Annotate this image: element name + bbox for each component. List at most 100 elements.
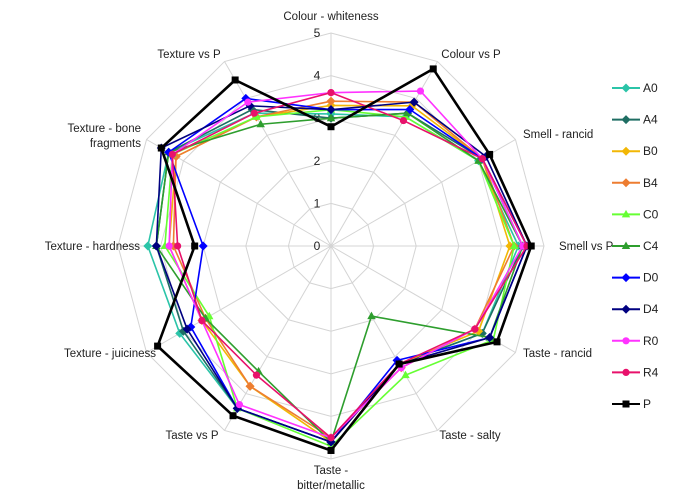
- data-point-B4-1: [326, 96, 336, 106]
- axis-label-1: Colour - whiteness: [283, 11, 378, 23]
- data-point-C0-6: [401, 370, 410, 379]
- series-R0: [165, 87, 527, 442]
- data-point-P-1: [327, 123, 335, 131]
- axis-label-6: Taste - salty: [439, 430, 501, 442]
- series-B0: [164, 100, 515, 447]
- legend-label-A4: A4: [643, 113, 658, 127]
- data-point-R4-7: [327, 434, 335, 442]
- legend-label-D4: D4: [643, 302, 659, 316]
- axis-label-7: Taste - bitter/metallic: [297, 465, 365, 492]
- data-point-R0-8: [235, 401, 244, 409]
- axis-label-7-line-1: Taste -: [314, 465, 349, 477]
- axis-label-10: Texture - hardness: [45, 241, 140, 253]
- axis-label-5: Taste - rancid: [523, 348, 592, 360]
- data-point-P-9: [154, 342, 162, 350]
- tick-label-1: 1: [314, 196, 321, 210]
- tick-label-4: 4: [314, 69, 321, 83]
- data-point-D4-10: [151, 241, 161, 251]
- legend-item-D4: D4: [612, 302, 659, 316]
- tick-label-2: 2: [314, 154, 321, 168]
- data-point-R4-3: [478, 155, 486, 163]
- data-point-R4-12: [250, 109, 258, 117]
- data-point-D0-2: [405, 104, 415, 114]
- data-point-P-3: [486, 150, 494, 158]
- legend-item-D0: D0: [612, 271, 659, 285]
- legend-marker-R4: [622, 368, 630, 376]
- data-point-C4-1: [326, 113, 336, 122]
- axis-label-4: Smell vs P: [559, 241, 614, 253]
- legend-label-R4: R4: [643, 365, 659, 379]
- legend-marker-P: [622, 400, 630, 408]
- data-point-R0-10: [165, 242, 173, 250]
- data-point-P-12: [231, 76, 239, 84]
- data-point-C4-6: [367, 311, 376, 320]
- tick-label-0: 0: [314, 239, 321, 253]
- legend-item-B0: B0: [612, 144, 658, 158]
- data-point-C4-2: [403, 108, 412, 117]
- legend-item-A4: A4: [612, 113, 658, 127]
- legend-label-A0: A0: [643, 81, 658, 95]
- series-line-B0: [168, 104, 511, 443]
- legend-label-B0: B0: [643, 144, 658, 158]
- spoke-6: [330, 245, 438, 431]
- data-point-C4-12: [256, 119, 265, 128]
- legend-item-C0: C0: [612, 207, 659, 221]
- legend-marker-D0: [621, 273, 631, 283]
- legend-marker-C4: [621, 241, 631, 249]
- series-D0: [164, 93, 532, 447]
- axis-label-9: Texture - juiciness: [64, 348, 156, 360]
- axis-labels: Colour - whiteness Colour vs P Smell - ran…: [45, 11, 614, 492]
- axis-label-7-line-2: bitter/metallic: [297, 480, 365, 492]
- axis-label-11-line-2: fragments: [90, 138, 141, 150]
- data-point-R4-8: [252, 371, 261, 379]
- data-point-C0-4: [509, 241, 519, 249]
- data-point-P-2: [429, 65, 437, 73]
- data-point-P-8: [229, 412, 237, 420]
- data-point-D4-5: [485, 333, 495, 343]
- data-point-C0-12: [252, 112, 261, 120]
- chart-legend: A0 A4 B0 B4 C0 C4 D0 D4 R0 R4 P: [612, 81, 659, 411]
- legend-item-C4: C4: [612, 239, 659, 253]
- data-point-R4-10: [174, 242, 182, 250]
- axis-label-2: Colour vs P: [441, 49, 501, 61]
- legend-label-C4: C4: [643, 239, 659, 253]
- data-point-P-4: [527, 242, 535, 250]
- data-point-R0-2: [416, 87, 425, 95]
- axis-label-3: Smell - rancid: [523, 129, 593, 141]
- axis-label-8: Taste vs P: [165, 430, 218, 442]
- data-point-P-5: [493, 338, 501, 346]
- data-point-R4-9: [198, 316, 206, 325]
- legend-item-R4: R4: [612, 365, 659, 379]
- data-point-R4-5: [471, 325, 479, 333]
- axis-label-12: Texture vs P: [157, 49, 221, 61]
- axis-label-11-line-1: Texture - bone: [67, 123, 141, 135]
- legend-label-C0: C0: [643, 207, 659, 221]
- legend-label-B4: B4: [643, 176, 658, 190]
- data-point-R4-2: [399, 116, 408, 125]
- legend-item-A0: A0: [612, 81, 658, 95]
- legend-item-P: P: [612, 397, 651, 411]
- data-point-P-6: [395, 360, 403, 368]
- data-point-B4-8: [245, 381, 255, 391]
- legend-label-D0: D0: [643, 271, 659, 285]
- series-P: [154, 65, 535, 454]
- legend-marker-B0: [621, 146, 631, 156]
- data-point-A0-10: [143, 241, 153, 251]
- data-point-D4-1: [326, 105, 336, 115]
- legend-marker-B4: [621, 178, 631, 188]
- data-point-C4-3: [474, 156, 483, 164]
- data-point-P-11: [157, 144, 165, 152]
- series-line-A0: [147, 112, 520, 443]
- series-R4: [168, 89, 531, 442]
- legend-marker-C0: [621, 209, 631, 218]
- data-point-P-7: [327, 446, 335, 454]
- spoke-12: [224, 61, 332, 247]
- data-point-R4-11: [168, 150, 176, 159]
- data-point-D4-9: [182, 324, 192, 334]
- legend-item-R0: R0: [612, 334, 659, 348]
- legend-item-B4: B4: [612, 176, 658, 190]
- data-point-D4-2: [409, 97, 419, 107]
- series-line-C0: [164, 108, 515, 448]
- spoke-8: [224, 245, 332, 431]
